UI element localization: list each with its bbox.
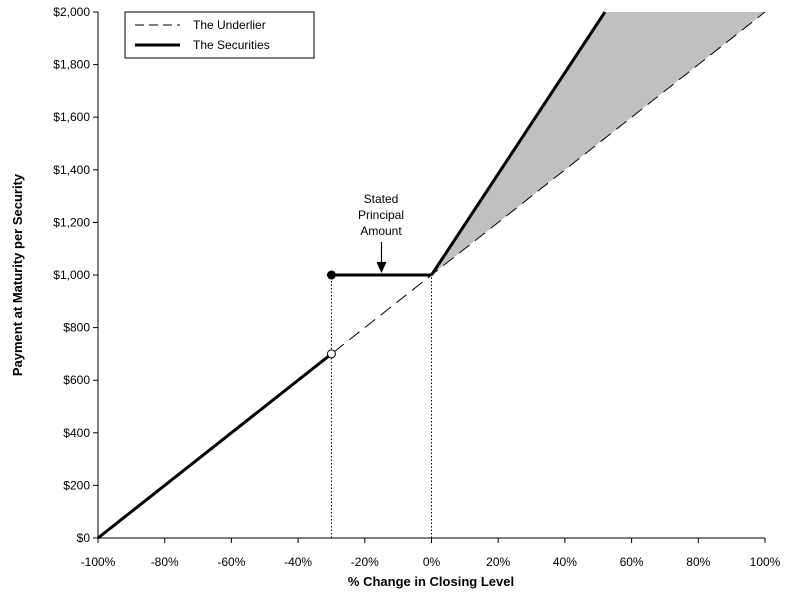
annotation-line-3: Amount <box>360 224 402 238</box>
marker-filled-point <box>327 271 335 279</box>
y-tick-label: $400 <box>63 426 90 440</box>
y-tick-label: $2,000 <box>53 5 90 19</box>
x-tick-label: -40% <box>284 555 312 569</box>
x-tick-label: -60% <box>217 555 245 569</box>
x-tick-label: -80% <box>151 555 179 569</box>
y-tick-label: $800 <box>63 321 90 335</box>
x-tick-label: -100% <box>81 555 116 569</box>
legend-label-securities: The Securities <box>193 38 270 52</box>
y-tick-label: $1,000 <box>53 268 90 282</box>
x-tick-label: 0% <box>423 555 441 569</box>
legend: The Underlier The Securities <box>125 12 314 58</box>
annotation-arrow-head <box>376 262 386 273</box>
series-securities-segment-0 <box>98 354 331 538</box>
x-tick-label: 80% <box>686 555 710 569</box>
x-tick-label: 60% <box>620 555 644 569</box>
y-tick-label: $1,200 <box>53 215 90 229</box>
annotation-line-2: Principal <box>358 208 404 222</box>
y-tick-label: $200 <box>63 478 90 492</box>
y-tick-label: $1,400 <box>53 163 90 177</box>
x-tick-label: 100% <box>750 555 781 569</box>
annotation-line-1: Stated <box>364 192 399 206</box>
x-tick-label: 20% <box>486 555 510 569</box>
legend-label-underlier: The Underlier <box>193 18 266 32</box>
marker-open-point <box>327 350 335 358</box>
y-axis-title: Payment at Maturity per Security <box>10 173 25 376</box>
series-layer <box>98 12 765 538</box>
y-tick-label: $1,600 <box>53 110 90 124</box>
y-tick-label: $600 <box>63 373 90 387</box>
annotation-layer: Stated Principal Amount <box>358 192 404 273</box>
y-tick-label: $0 <box>77 531 91 545</box>
x-axis-title: % Change in Closing Level <box>348 574 514 589</box>
x-tick-label: 40% <box>553 555 577 569</box>
y-tick-label: $1,800 <box>53 58 90 72</box>
x-tick-label: -20% <box>351 555 379 569</box>
